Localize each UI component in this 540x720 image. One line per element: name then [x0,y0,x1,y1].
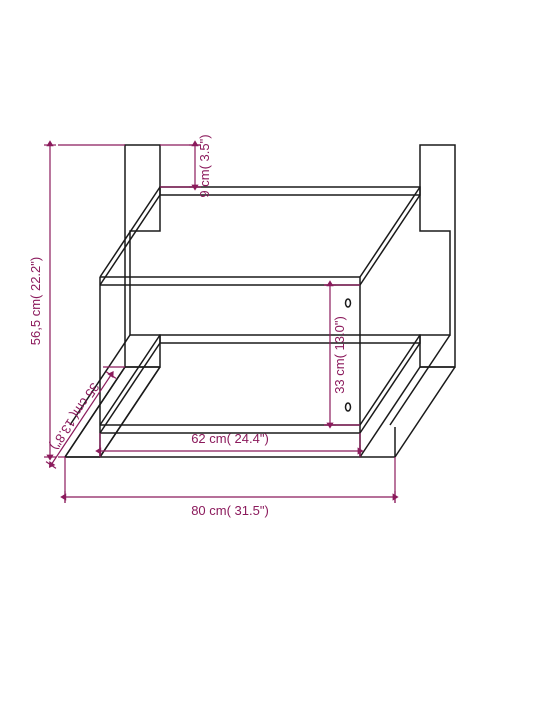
dimension-lines: 56,5 cm( 22.2") 9 cm( 3.5") 33 cm( 13.0") 6… [28,134,395,518]
svg-text:56,5 cm( 22.2"): 56,5 cm( 22.2") [28,257,43,345]
svg-text:62 cm( 24.4"): 62 cm( 24.4") [191,431,269,446]
svg-text:9 cm( 3.5"): 9 cm( 3.5") [197,134,212,197]
svg-text:33 cm( 13.0"): 33 cm( 13.0") [332,316,347,394]
svg-text:80 cm( 31.5"): 80 cm( 31.5") [191,503,269,518]
furniture-outline [65,145,455,457]
technical-drawing: 56,5 cm( 22.2") 9 cm( 3.5") 33 cm( 13.0") 6… [0,0,540,720]
